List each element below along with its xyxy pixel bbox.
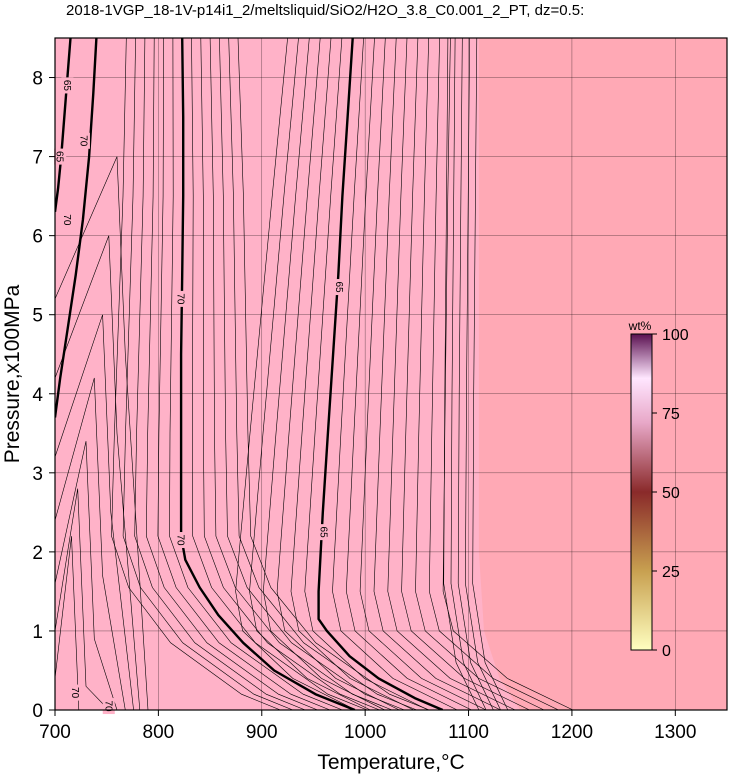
- major-contour-line: [317, 38, 444, 710]
- minor-contour-line: [401, 38, 530, 710]
- minor-contour-line: [345, 38, 472, 710]
- contour-label-bg: [175, 290, 188, 307]
- minor-contour-line: [373, 38, 501, 710]
- minor-contour-line: [450, 38, 487, 710]
- y-tick-label: 5: [32, 306, 43, 327]
- contour-label: 70: [102, 700, 113, 712]
- minor-contour-line: [332, 38, 458, 710]
- minor-contour-line: [290, 38, 414, 710]
- y-tick-label: 7: [32, 148, 43, 169]
- contour-label: 70: [175, 293, 186, 305]
- minor-contour-line: [443, 38, 480, 710]
- x-tick-label: 700: [39, 722, 71, 743]
- minor-contour-line: [55, 377, 126, 710]
- contour-label-bg: [61, 77, 74, 94]
- colorbar-tick-label: 75: [662, 406, 680, 423]
- contour-label-bg: [317, 524, 330, 541]
- major-contour-line: [55, 38, 72, 213]
- y-axis-ticks: 0 1 2 3 4 5 6 7 8: [32, 69, 55, 722]
- contour-label: 65: [333, 281, 344, 293]
- minor-contour-line: [276, 38, 400, 710]
- contour-label-bg: [54, 148, 67, 165]
- minor-contour-line: [442, 38, 574, 710]
- x-axis-label: Temperature,°C: [317, 751, 464, 774]
- plot-frame: [54, 37, 728, 711]
- colorbar-tick-label: 25: [662, 564, 680, 581]
- y-tick-label: 0: [32, 701, 43, 722]
- liquid-field: [55, 38, 521, 710]
- minor-contour-line: [55, 441, 118, 710]
- y-tick-label: 4: [32, 385, 43, 406]
- y-axis-label: Pressure,x100MPa: [1, 284, 24, 463]
- x-tick-label: 800: [143, 722, 175, 743]
- colorbar-tick-label: 0: [662, 643, 671, 660]
- minor-contour-line: [55, 314, 134, 710]
- minor-contour-line: [457, 38, 494, 710]
- minor-contour-line: [359, 38, 487, 710]
- colorbar-tick-label: 50: [662, 485, 680, 502]
- minor-contour-line: [415, 38, 545, 710]
- minor-contour-line: [304, 38, 429, 710]
- x-tick-label: 1100: [448, 722, 489, 743]
- chart-title: 2018-1VGP_18-1V-p14i1_2/meltsliquid/SiO2…: [66, 2, 584, 19]
- y-tick-label: 8: [32, 69, 43, 90]
- contour-label-bg: [69, 684, 82, 701]
- minor-contour-line: [235, 38, 356, 710]
- contour-label: 70: [77, 135, 88, 147]
- contour-label: 70: [69, 687, 80, 699]
- minor-contour-line: [55, 488, 110, 710]
- minor-contour-line: [249, 38, 371, 710]
- contour-label: 65: [317, 527, 328, 539]
- minor-contour-line: [262, 38, 385, 710]
- contour-label-bg: [333, 279, 346, 296]
- colorbar: wt% 0 25 50 75 100: [628, 319, 689, 660]
- colorbar-ticks: 0 25 50 75 100: [652, 327, 689, 660]
- contour-label: 70: [175, 534, 186, 546]
- contour-label: 65: [54, 151, 65, 163]
- contour-label: 70: [61, 214, 72, 226]
- plot-area: 70 70 65 65 65 70 65 70 70 70: [54, 37, 728, 715]
- contour-label-bg: [61, 211, 74, 228]
- contour-label-bg: [175, 532, 188, 549]
- minor-contour-line: [472, 38, 509, 710]
- minor-contour-line: [428, 38, 559, 710]
- x-tick-label: 1200: [551, 722, 593, 743]
- minor-contour-line: [55, 536, 103, 710]
- major-contour-line: [55, 38, 98, 418]
- x-tick-label: 900: [246, 722, 278, 743]
- contour-label: 65: [61, 80, 72, 92]
- minor-contour-line: [55, 235, 141, 710]
- contour-label-bg: [77, 132, 90, 149]
- colorbar-tick-label: 100: [662, 327, 689, 344]
- minor-contour-line: [387, 38, 516, 710]
- y-tick-label: 1: [32, 622, 43, 643]
- colorbar-unit: wt%: [628, 319, 652, 333]
- y-tick-label: 6: [32, 227, 43, 248]
- minor-contour-line: [55, 156, 149, 710]
- x-tick-label: 1000: [344, 722, 386, 743]
- x-tick-label: 1300: [654, 722, 696, 743]
- colorbar-gradient: [630, 333, 653, 651]
- minor-contour-line: [465, 38, 501, 710]
- contour-labels: 70 70 65 65 65 70 65 70 70 70: [54, 77, 346, 715]
- y-tick-label: 2: [32, 543, 43, 564]
- x-axis-ticks: 700 800 900 1000 1100 1200 1300: [39, 710, 696, 743]
- y-tick-label: 3: [32, 464, 43, 485]
